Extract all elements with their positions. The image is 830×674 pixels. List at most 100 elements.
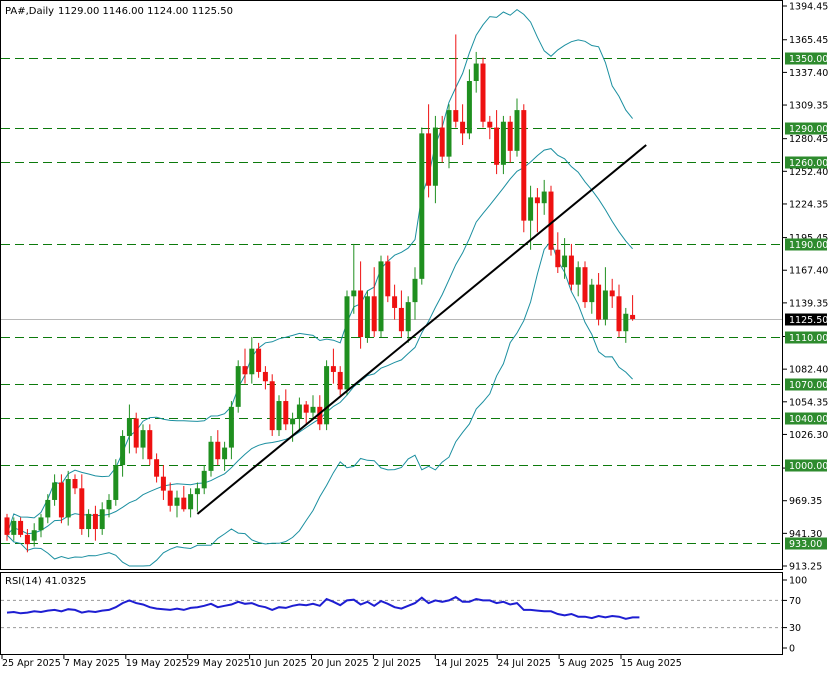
price-tick-label: 941.30: [789, 529, 822, 540]
rsi-title: RSI(14) 41.0325: [5, 576, 86, 587]
candle-body: [405, 302, 411, 332]
candle-body: [378, 261, 384, 332]
candle-body: [106, 499, 112, 510]
price-tick-label: 1337.40: [789, 68, 828, 79]
level-label-box: [785, 378, 827, 391]
candle-body: [602, 290, 608, 320]
candle-body: [582, 267, 588, 303]
candle-body: [487, 121, 493, 128]
candle-body: [201, 470, 207, 489]
candle-body: [460, 121, 466, 134]
level-label: 1040.00: [789, 414, 828, 425]
level-label-box: [785, 459, 827, 472]
candle-body: [446, 110, 452, 157]
time-tick-label: 2 Jul 2025: [373, 658, 421, 669]
candle-body: [65, 479, 71, 518]
time-tick-label: 19 May 2025: [126, 658, 188, 669]
price-tick-label: 1224.35: [789, 199, 828, 210]
candle-body: [317, 406, 323, 425]
candle-body: [480, 63, 486, 122]
candle-body: [371, 296, 377, 332]
rsi-indicator: [1, 595, 782, 629]
price-tick-label: 1167.40: [789, 266, 828, 277]
price-tick-label: 1026.30: [789, 430, 828, 441]
price-tick-label: 913.25: [789, 562, 822, 573]
candle-body: [147, 430, 153, 460]
rsi-tick-label: 100: [789, 576, 807, 587]
candle-body: [242, 366, 248, 375]
candle-body: [133, 418, 139, 448]
candle-body: [548, 191, 554, 250]
price-panel-frame: [0, 0, 783, 570]
candle-body: [589, 284, 595, 303]
candle-body: [507, 121, 513, 151]
price-tick-label: 1054.35: [789, 397, 828, 408]
level-label-box: [785, 238, 827, 251]
candle-body: [358, 290, 364, 338]
candle-body: [79, 488, 85, 530]
level-label: 933.00: [789, 539, 822, 550]
candle-body: [616, 296, 622, 332]
candle-body: [120, 435, 126, 466]
candle-body: [494, 127, 500, 165]
bollinger-upper: [6, 8, 633, 536]
level-label-box: [785, 122, 827, 135]
level-label-box: [785, 412, 827, 425]
price-tick-label: 1139.35: [789, 298, 828, 309]
current-price-label: 1125.50: [789, 315, 828, 326]
candle-body: [324, 366, 330, 425]
level-label-box: [785, 52, 827, 65]
candle-body: [392, 296, 398, 308]
level-label: 1290.00: [789, 124, 828, 135]
candle-body: [555, 249, 561, 268]
candle-body: [99, 509, 105, 530]
candle-body: [351, 290, 357, 297]
candle-body: [398, 307, 404, 332]
candle-body: [296, 404, 302, 419]
level-label-box: [785, 331, 827, 344]
time-tick-label: 10 Jun 2025: [250, 658, 307, 669]
level-label-box: [785, 537, 827, 550]
candle-body: [188, 494, 194, 510]
candle-body: [4, 517, 10, 535]
time-tick-label: 25 Apr 2025: [2, 658, 61, 669]
candle-body: [18, 520, 24, 535]
candle-body: [337, 371, 343, 390]
symbol-label: PA#,Daily: [5, 6, 54, 17]
candle-body: [269, 381, 275, 431]
price-axis: 1394.45 1365.45 1337.40 1309.35 1280.45 1252.…: [782, 2, 828, 573]
candle-body: [228, 406, 234, 448]
candle-body: [473, 63, 479, 82]
candlesticks: [4, 34, 636, 553]
candle-body: [194, 488, 200, 495]
candle-body: [412, 278, 418, 303]
candle-body: [330, 366, 336, 372]
candle-body: [500, 121, 506, 165]
time-tick-label: 15 Aug 2025: [621, 658, 682, 669]
candle-body: [344, 296, 350, 390]
candle-body: [86, 513, 92, 530]
time-axis: 25 Apr 2025 7 May 2025 19 May 2025 29 May 2…: [1, 655, 682, 669]
candle-body: [92, 513, 98, 530]
candle-body: [432, 127, 438, 186]
candle-body: [528, 197, 534, 221]
candle-body: [140, 430, 146, 448]
price-tick-label: 969.35: [789, 496, 822, 507]
candle-body: [174, 497, 180, 506]
bollinger-lower: [6, 239, 633, 567]
candle-body: [568, 255, 574, 285]
price-tick-label: 1280.45: [789, 134, 828, 145]
level-label: 1070.00: [789, 380, 828, 391]
candle-body: [167, 490, 173, 506]
level-labels: 1350.00 1290.00 1260.00 1190.00 1110.00 1070.…: [785, 52, 828, 550]
rsi-axis: 100 70 30 0: [782, 576, 807, 655]
candle-body: [562, 255, 568, 268]
level-label: 1260.00: [789, 158, 828, 169]
candle-body: [249, 348, 255, 375]
candle-body: [160, 476, 166, 491]
candle-body: [609, 290, 615, 297]
candle-body: [514, 110, 520, 151]
candle-body: [215, 441, 221, 460]
candle-body: [364, 296, 370, 338]
price-tick-label: 1365.45: [789, 35, 828, 46]
